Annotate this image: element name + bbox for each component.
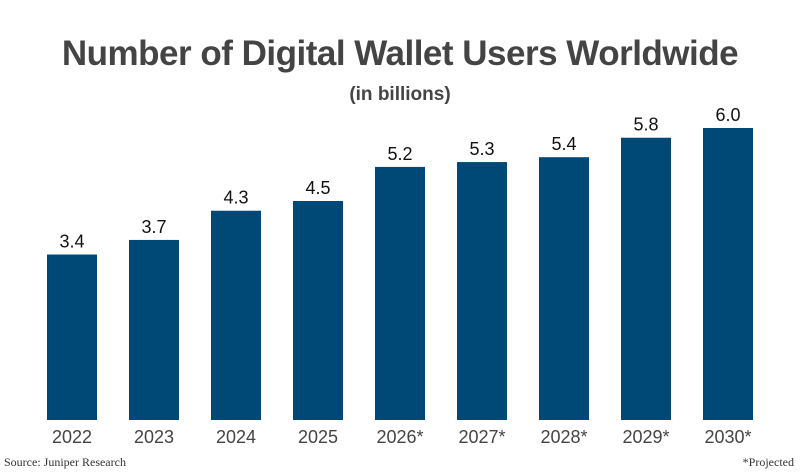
bar-2028 bbox=[539, 157, 589, 420]
bar-2024 bbox=[211, 210, 261, 420]
x-tick-label: 2027* bbox=[458, 427, 505, 447]
x-tick-label: 2029* bbox=[622, 427, 669, 447]
data-label: 4.3 bbox=[223, 188, 248, 208]
bar-2027 bbox=[457, 162, 507, 421]
x-tick-label: 2030* bbox=[704, 427, 751, 447]
x-tick-label: 2026* bbox=[376, 427, 423, 447]
x-tick-label: 2028* bbox=[540, 427, 587, 447]
projected-note: *Projected bbox=[742, 455, 794, 469]
data-label: 6.0 bbox=[715, 105, 740, 125]
x-tick-label: 2025 bbox=[298, 427, 338, 447]
bar-2030 bbox=[703, 128, 753, 420]
data-label: 5.8 bbox=[633, 115, 658, 135]
data-label: 3.4 bbox=[59, 232, 84, 252]
bar-2022 bbox=[47, 254, 97, 420]
data-label: 4.5 bbox=[305, 178, 330, 198]
source-note: Source: Juniper Research bbox=[4, 455, 126, 469]
data-label: 5.4 bbox=[551, 134, 576, 154]
bar-2029 bbox=[621, 137, 671, 420]
x-tick-label: 2022 bbox=[52, 427, 92, 447]
bar-2026 bbox=[375, 166, 425, 420]
x-tick-label: 2024 bbox=[216, 427, 256, 447]
bar-2023 bbox=[129, 239, 179, 420]
x-tick-label: 2023 bbox=[134, 427, 174, 447]
chart-title: Number of Digital Wallet Users Worldwide bbox=[61, 34, 739, 73]
chart-subtitle: (in billions) bbox=[349, 84, 451, 105]
data-label: 5.3 bbox=[469, 139, 494, 159]
data-label: 5.2 bbox=[387, 144, 412, 164]
data-label: 3.7 bbox=[141, 217, 166, 237]
bar-2025 bbox=[293, 201, 343, 420]
